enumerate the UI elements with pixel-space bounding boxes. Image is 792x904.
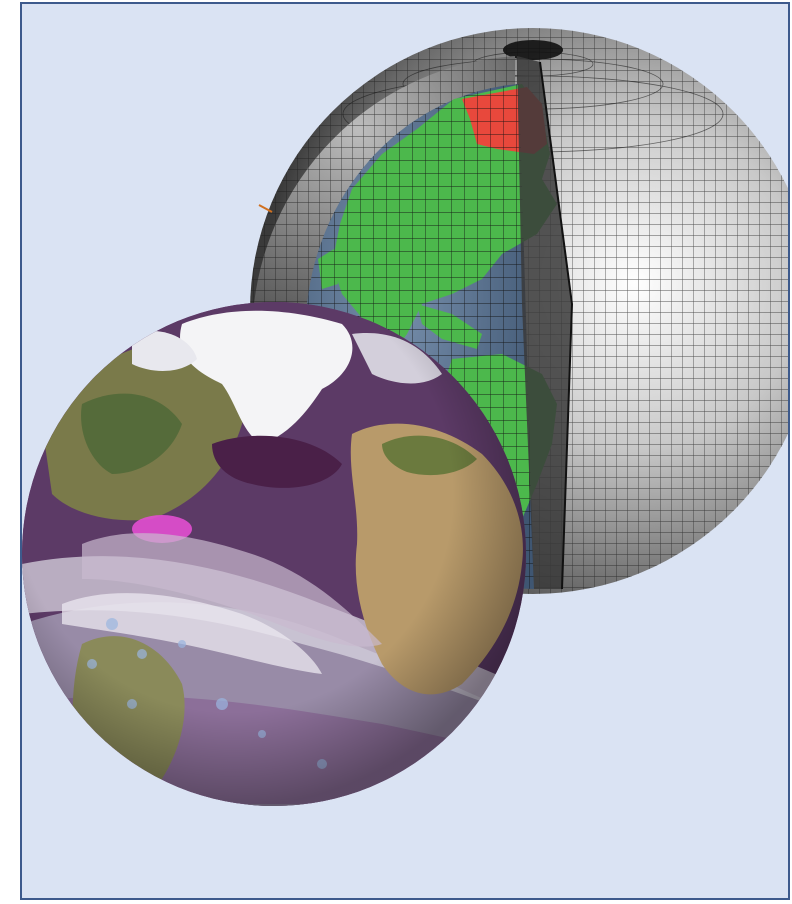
earth-model-illustration (22, 28, 788, 806)
figure-frame (20, 2, 790, 900)
earth-globe (22, 302, 526, 806)
cutaway-edge (517, 56, 572, 589)
